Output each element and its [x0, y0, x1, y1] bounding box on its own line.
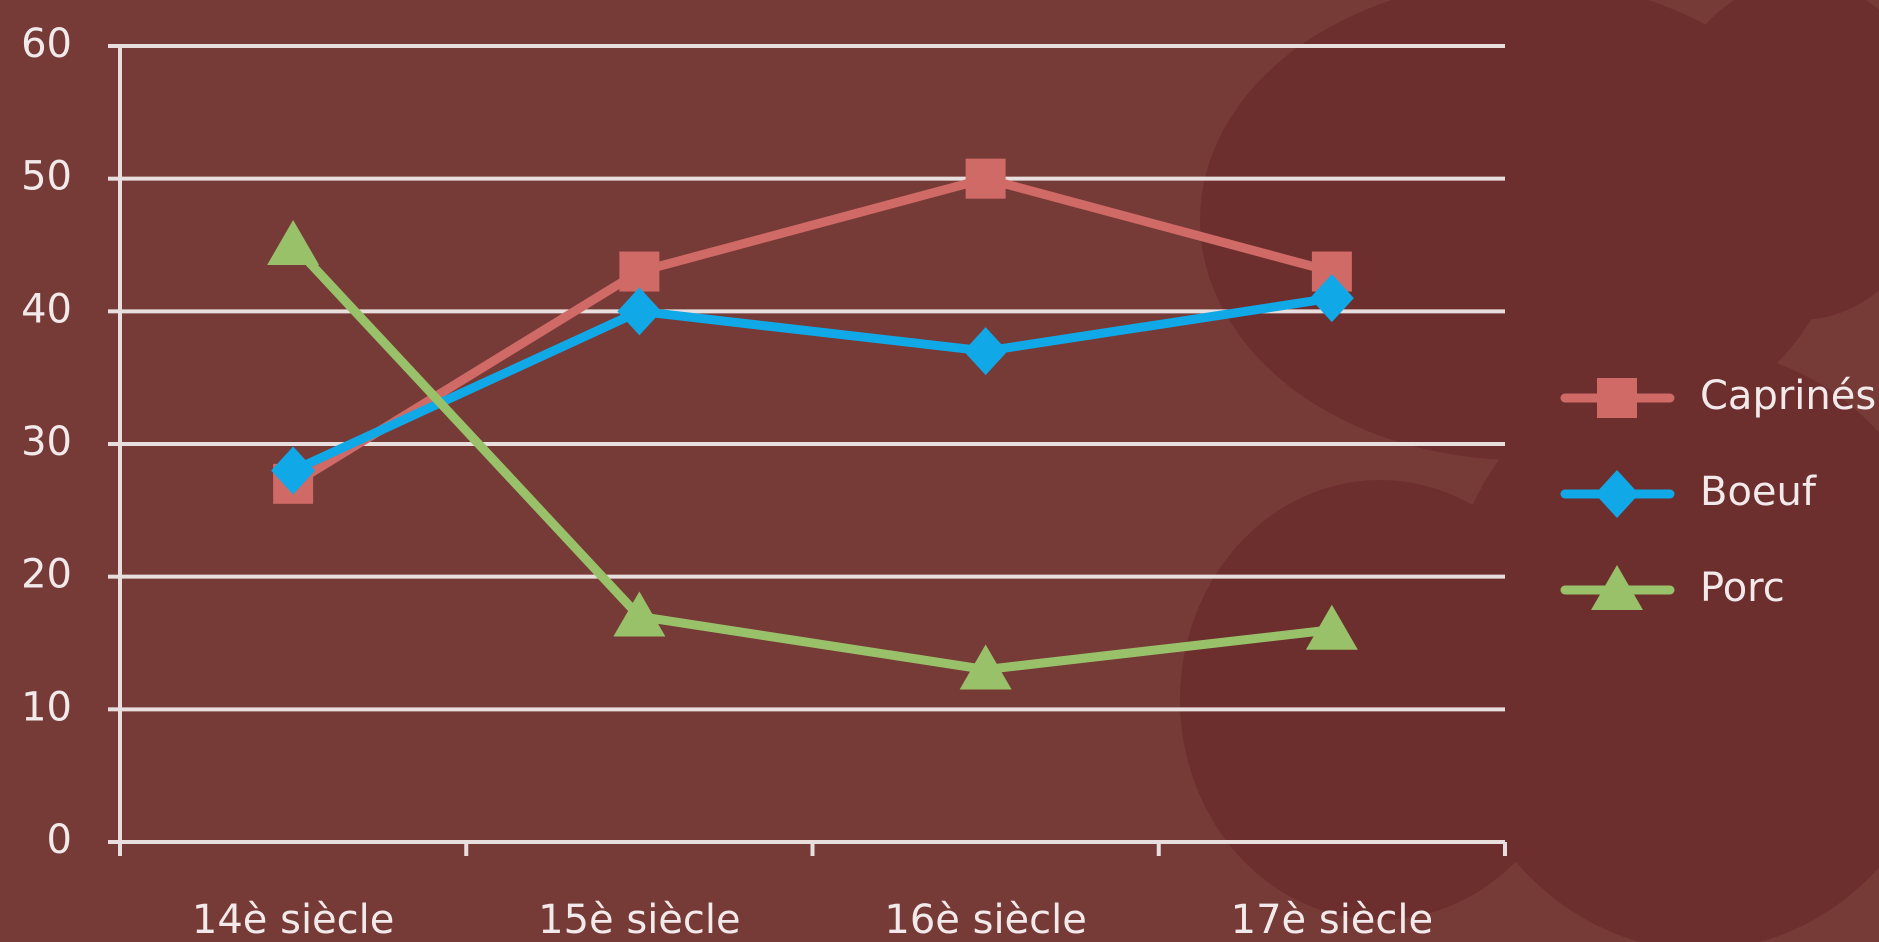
point	[963, 327, 1008, 376]
point	[965, 158, 1006, 199]
y-tick-label: 0	[47, 817, 72, 863]
legend-marker	[1591, 565, 1643, 610]
y-tick-label: 30	[21, 419, 72, 465]
point	[1309, 274, 1354, 323]
point	[267, 220, 320, 265]
point	[613, 591, 666, 637]
series-line	[290, 174, 1334, 488]
legend-label: Boeuf	[1700, 469, 1817, 515]
y-tick-label: 60	[21, 21, 72, 67]
decoration	[1180, 0, 1879, 942]
x-tick-label: 17è siècle	[1231, 897, 1434, 942]
legend-marker	[1597, 378, 1637, 418]
point	[271, 446, 316, 495]
series-line	[289, 241, 1333, 675]
legend-label: Caprinés	[1700, 373, 1876, 419]
y-tick-label: 10	[21, 684, 72, 730]
x-tick-label: 14è siècle	[192, 897, 395, 942]
y-tick-label: 50	[21, 154, 72, 200]
y-tick-label: 40	[21, 286, 72, 332]
point	[1305, 604, 1358, 650]
legend-label: Porc	[1700, 565, 1785, 611]
x-tick-label: 15è siècle	[538, 897, 741, 942]
point	[619, 251, 660, 292]
y-tick-label: 20	[21, 552, 72, 598]
point	[959, 644, 1012, 690]
x-tick-label: 16è siècle	[884, 897, 1087, 942]
legend-marker	[1595, 470, 1639, 518]
series-line	[291, 293, 1333, 475]
point	[617, 287, 662, 336]
